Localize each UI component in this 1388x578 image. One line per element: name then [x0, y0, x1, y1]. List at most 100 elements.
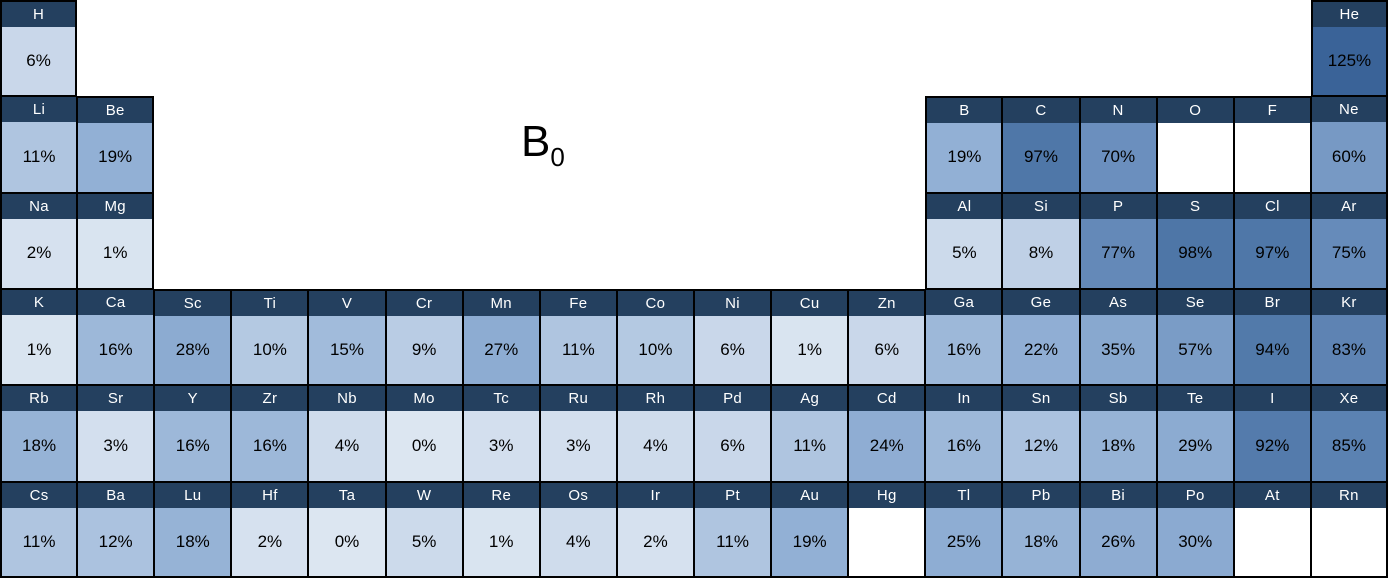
element-symbol: C — [1003, 98, 1079, 124]
element-value: 83% — [1311, 315, 1386, 385]
element-symbol: Xe — [1311, 386, 1386, 412]
element-symbol: Lu — [155, 482, 231, 508]
element-value: 30% — [1157, 507, 1233, 576]
element-symbol: Ru — [540, 386, 616, 412]
element-symbol: Mg — [78, 193, 153, 219]
element-cell-Mg: Mg 1% — [77, 192, 155, 289]
element-value: 97% — [1003, 123, 1079, 192]
element-value: 75% — [1311, 218, 1386, 288]
element-cell-Cl: Cl 97% — [1233, 192, 1311, 289]
element-cell-Ca: Ca 16% — [77, 289, 155, 386]
element-value: 11% — [695, 507, 771, 576]
element-cell-Li: Li 11% — [0, 96, 78, 193]
element-value: 6% — [695, 316, 771, 385]
element-cell-Fe: Fe 11% — [539, 289, 617, 386]
element-cell-Sn: Sn 12% — [1002, 385, 1080, 482]
element-cell-O: O — [1156, 96, 1234, 193]
element-cell-Y: Y 16% — [154, 385, 232, 482]
element-cell-Pb: Pb 18% — [1002, 481, 1080, 578]
element-value: 16% — [155, 411, 231, 481]
element-symbol: Al — [927, 193, 1002, 219]
element-value: 18% — [1003, 507, 1079, 576]
element-value: 1% — [463, 507, 539, 576]
element-symbol: Si — [1003, 193, 1079, 219]
element-symbol: Cr — [386, 291, 462, 316]
element-value: 8% — [1003, 218, 1079, 288]
element-cell-P: P 77% — [1079, 192, 1157, 289]
element-value: 22% — [1003, 315, 1079, 385]
element-value: 4% — [540, 507, 616, 576]
element-symbol: Ge — [1003, 290, 1079, 315]
element-cell-Ag: Ag 11% — [771, 385, 849, 482]
element-cell-Sc: Sc 28% — [154, 289, 232, 386]
element-value: 18% — [155, 507, 231, 576]
element-symbol: Cl — [1234, 193, 1310, 219]
element-cell-Se: Se 57% — [1156, 289, 1234, 386]
element-symbol: Ba — [78, 482, 154, 508]
element-symbol: As — [1080, 290, 1156, 315]
element-cell-Au: Au 19% — [771, 481, 849, 578]
element-cell-Os: Os 4% — [539, 481, 617, 578]
element-cell-Ti: Ti 10% — [231, 289, 309, 386]
element-cell-F: F — [1233, 96, 1311, 193]
element-symbol: Kr — [1311, 290, 1386, 315]
element-cell-Tl: Tl 25% — [925, 481, 1003, 578]
element-symbol: Tc — [463, 386, 539, 412]
element-value: 5% — [927, 218, 1002, 288]
element-symbol: Os — [540, 482, 616, 508]
element-symbol: Co — [617, 291, 693, 316]
element-cell-C: C 97% — [1002, 96, 1080, 193]
element-cell-K: K 1% — [0, 289, 78, 386]
element-cell-H: H 6% — [0, 0, 78, 97]
element-cell-Cr: Cr 9% — [385, 289, 463, 386]
element-symbol: Bi — [1080, 482, 1156, 508]
element-value: 25% — [926, 507, 1002, 576]
element-symbol: Au — [772, 482, 848, 508]
element-value: 77% — [1080, 218, 1156, 288]
element-symbol: Sb — [1080, 386, 1156, 412]
element-symbol: Nb — [309, 386, 385, 412]
element-value: 4% — [309, 411, 385, 481]
element-cell-Ta: Ta 0% — [308, 481, 386, 578]
element-symbol: Ga — [926, 290, 1002, 315]
element-value — [849, 507, 925, 576]
element-value: 24% — [849, 411, 925, 481]
element-cell-Ir: Ir 2% — [616, 481, 694, 578]
element-value: 2% — [2, 218, 77, 288]
element-cell-Xe: Xe 85% — [1310, 385, 1388, 482]
element-symbol: Hg — [849, 482, 925, 508]
element-cell-Rh: Rh 4% — [616, 385, 694, 482]
element-cell-Al: Al 5% — [925, 192, 1003, 289]
element-cell-N: N 70% — [1079, 96, 1157, 193]
element-value: 0% — [309, 507, 385, 576]
element-value — [1234, 507, 1310, 576]
chart-title-subscript: 0 — [550, 141, 565, 172]
element-value: 16% — [926, 411, 1002, 481]
element-symbol: Na — [2, 193, 77, 219]
element-value: 60% — [1311, 122, 1386, 192]
element-symbol: In — [926, 386, 1002, 412]
element-symbol: S — [1157, 193, 1233, 219]
element-value — [1311, 507, 1386, 576]
element-value: 0% — [386, 411, 462, 481]
element-value: 35% — [1080, 315, 1156, 385]
element-value: 1% — [78, 218, 153, 288]
element-value: 18% — [2, 411, 77, 481]
element-symbol: Ti — [232, 291, 308, 316]
element-cell-Ni: Ni 6% — [694, 289, 772, 386]
element-cell-Zr: Zr 16% — [231, 385, 309, 482]
element-cell-As: As 35% — [1079, 289, 1157, 386]
element-symbol: Hf — [232, 482, 308, 508]
element-cell-Po: Po 30% — [1156, 481, 1234, 578]
element-symbol: Br — [1234, 290, 1310, 315]
element-value: 10% — [232, 316, 308, 385]
element-cell-Ru: Ru 3% — [539, 385, 617, 482]
element-cell-In: In 16% — [925, 385, 1003, 482]
element-cell-Sb: Sb 18% — [1079, 385, 1157, 482]
element-value: 16% — [78, 315, 154, 385]
element-symbol: Fe — [540, 291, 616, 316]
element-value: 11% — [2, 507, 77, 576]
element-cell-Pt: Pt 11% — [694, 481, 772, 578]
element-value: 2% — [617, 507, 693, 576]
element-symbol: H — [2, 2, 76, 27]
